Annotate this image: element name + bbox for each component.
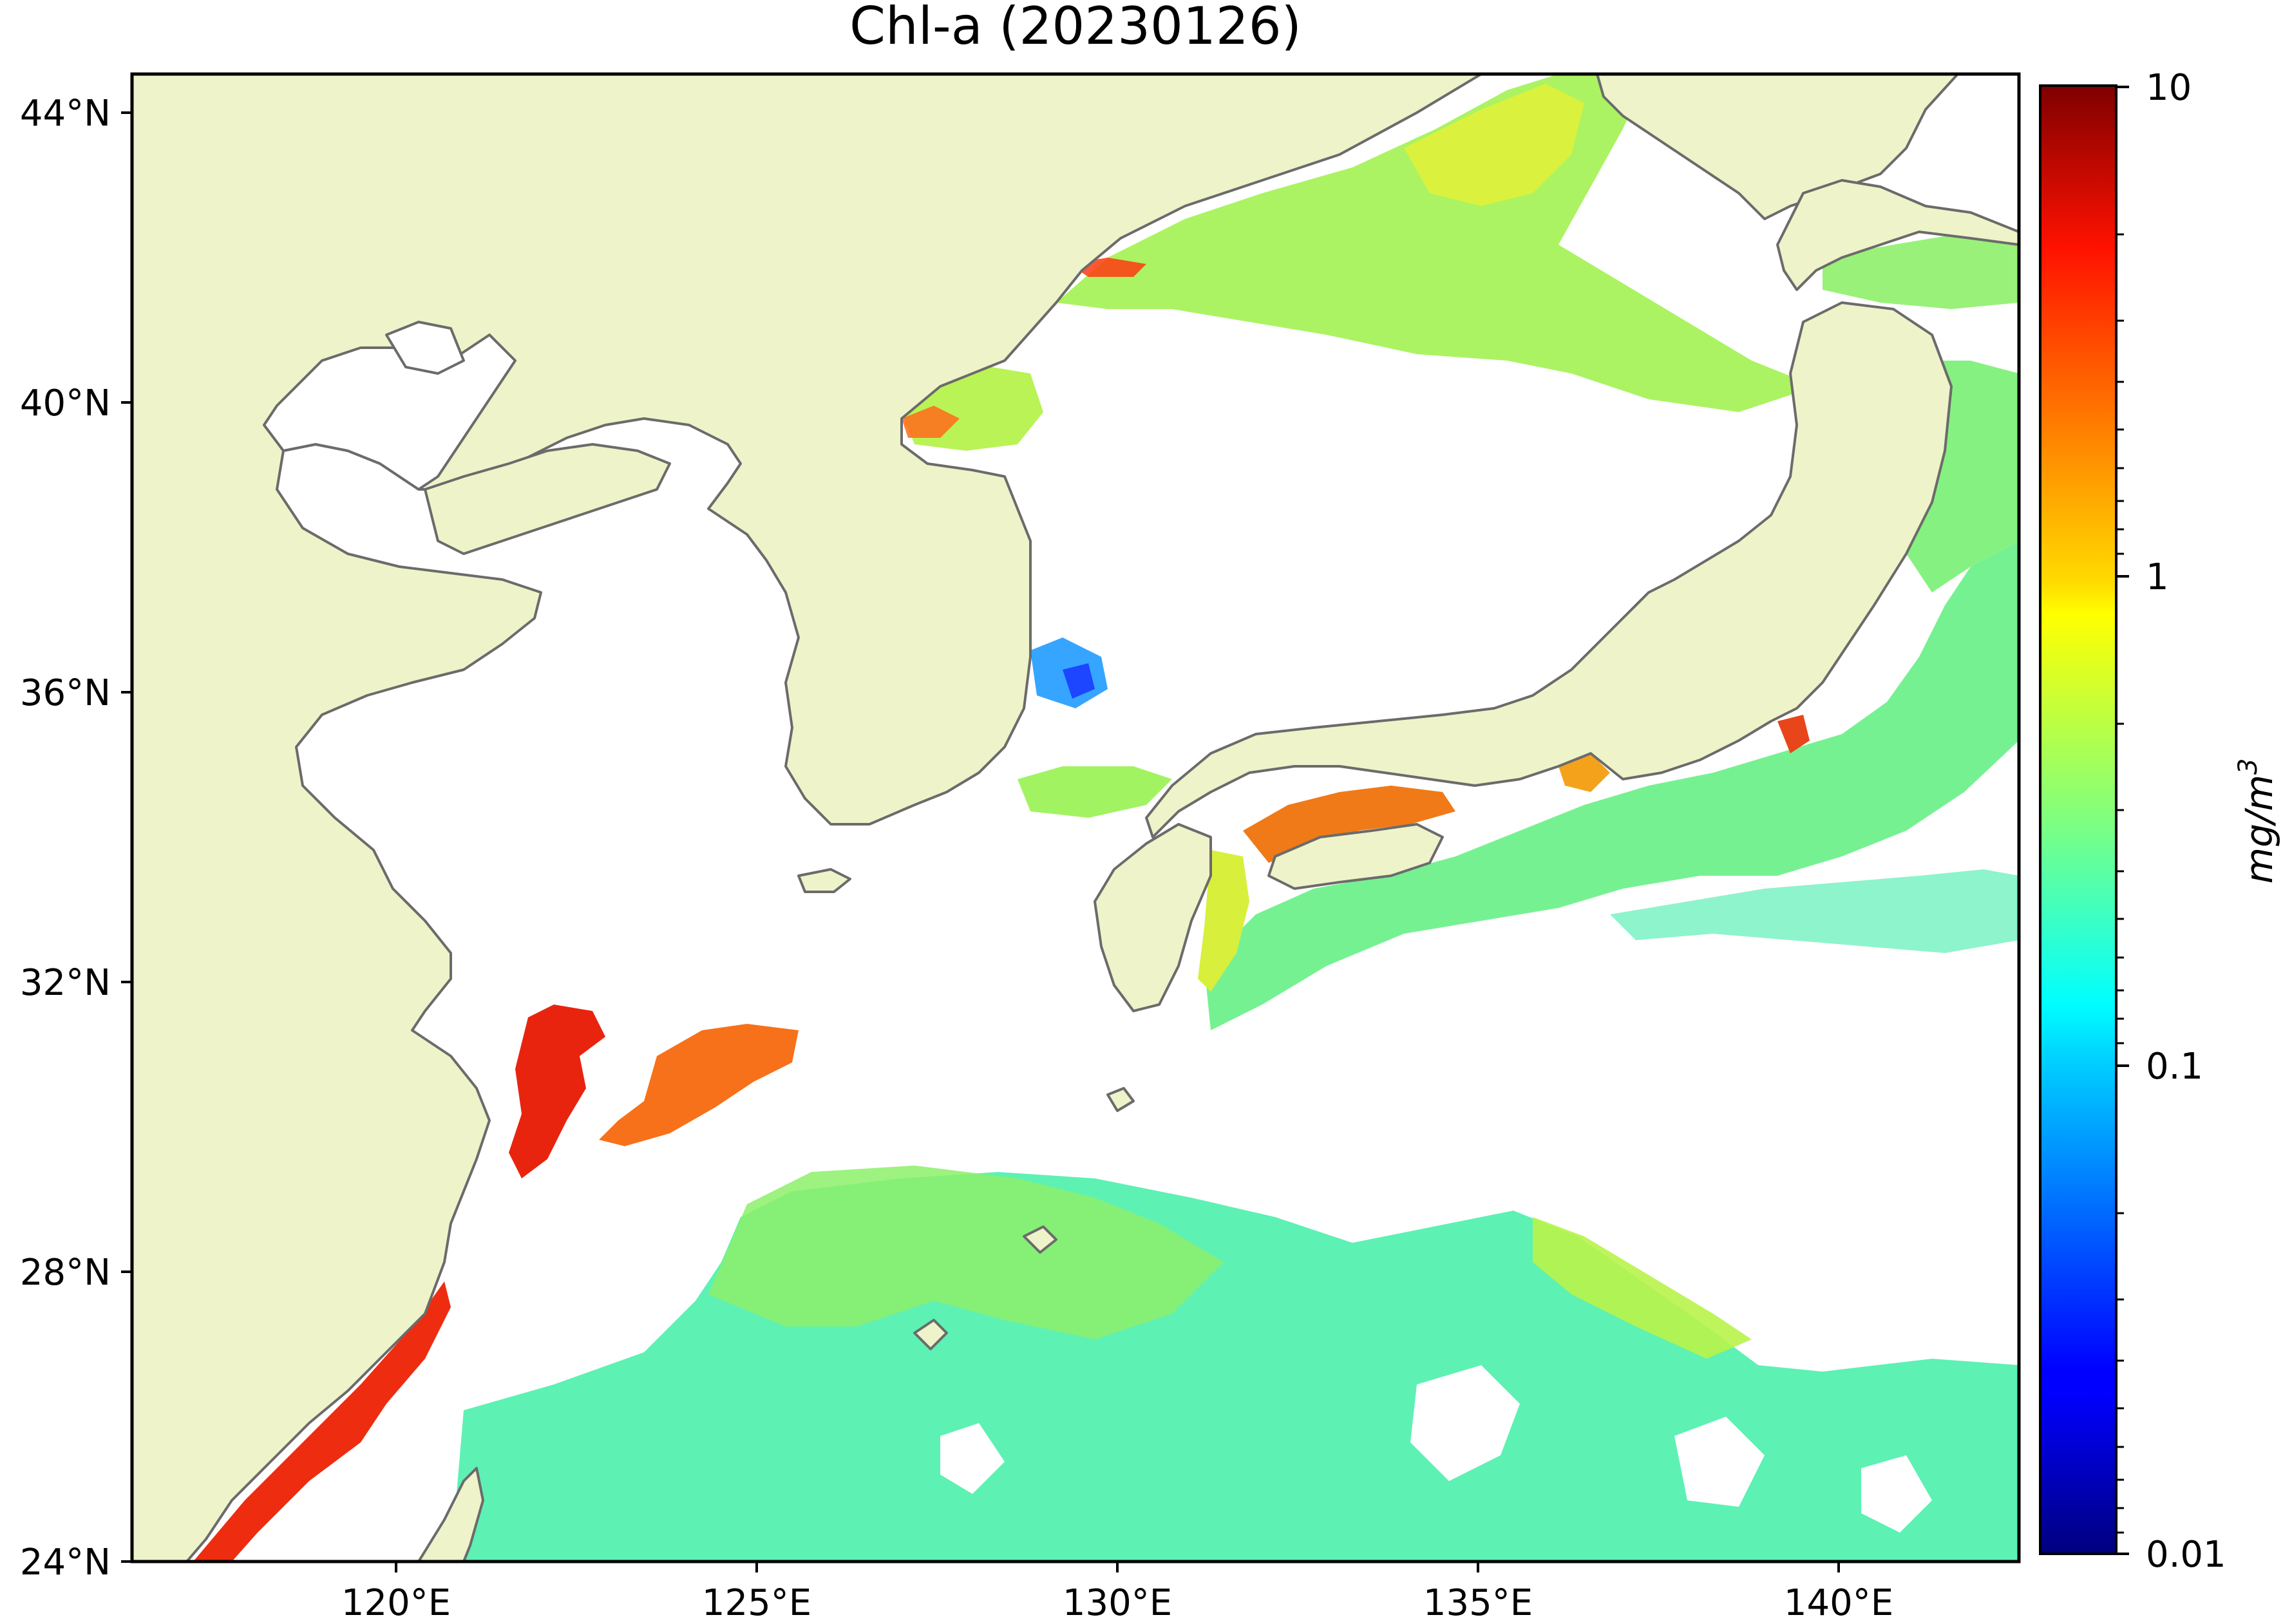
- colorbar-tick-label: 0.1: [2146, 1046, 2203, 1088]
- map-title: Chl-a (20230126): [849, 0, 1302, 56]
- lat-label: 28°N: [20, 1252, 111, 1294]
- colorbar: 10 1 0.1 0.01 mg/m3: [2039, 67, 2281, 1576]
- land-okinawa: [913, 1319, 948, 1350]
- chl-patch-ecs-orange: [599, 1024, 799, 1146]
- land-jeju: [797, 868, 851, 893]
- colorbar-unit-label: mg/m3: [2233, 759, 2281, 884]
- chl-patch-kyushu-yellow: [1198, 850, 1249, 992]
- lat-label: 36°N: [20, 672, 111, 714]
- chl-patch-yangtze-plume: [509, 1005, 605, 1178]
- lon-label: 120°E: [341, 1582, 451, 1624]
- lat-label: 32°N: [20, 962, 111, 1004]
- colorbar-unit-exponent: 3: [2233, 759, 2263, 775]
- cloud-gap-2: [1674, 1417, 1765, 1507]
- land-taiwan: [417, 1467, 484, 1562]
- lon-label: 140°E: [1784, 1582, 1893, 1624]
- cloud-gap-1: [1410, 1365, 1520, 1481]
- colorbar-unit-base: mg/m: [2237, 775, 2281, 883]
- chl-patch-seto-inland: [1243, 786, 1455, 863]
- map-frame: [130, 72, 2021, 1563]
- cloud-gap-3: [940, 1423, 1005, 1494]
- chl-patch-korea-coast-red: [902, 406, 960, 438]
- cloud-gap-4: [1861, 1455, 1932, 1533]
- land-yakushima: [1106, 1087, 1135, 1112]
- land-kyushu: [1094, 823, 1212, 1012]
- chl-patch-east-sea-north: [1056, 74, 1816, 412]
- chl-patch-south-east-yellowgreen: [1533, 1217, 1752, 1359]
- lat-label: 40°N: [20, 382, 111, 424]
- chl-patch-japan-pacific: [1204, 541, 2019, 1030]
- chl-patch-korea-blue-speck: [1063, 663, 1095, 699]
- land-russia-east: [1596, 74, 1959, 220]
- land-shikoku: [1267, 823, 1444, 890]
- chl-patch-hokkaido: [1823, 232, 2019, 309]
- land-amami: [1023, 1225, 1057, 1254]
- colorbar-tick-label: 0.01: [2146, 1534, 2226, 1576]
- chl-patch-osaka-bay: [1558, 753, 1610, 792]
- chl-patch-east-scatter: [1610, 869, 2019, 953]
- chl-patch-tsushima: [1018, 766, 1172, 818]
- map-area: [132, 74, 2019, 1562]
- lat-axis: 44°N 40°N 36°N 32°N 28°N 24°N: [20, 93, 132, 1583]
- chl-patch-south-ocean-green: [708, 1166, 1224, 1339]
- lat-label: 24°N: [20, 1542, 111, 1583]
- lat-label: 44°N: [20, 93, 111, 135]
- lon-label: 130°E: [1063, 1582, 1172, 1624]
- chlorophyll-data-layer: [193, 74, 2019, 1562]
- colorbar-tick-label: 1: [2146, 556, 2169, 598]
- land-honshu: [1145, 301, 1953, 838]
- land-shandong: [424, 443, 671, 555]
- land-hokkaido: [1776, 179, 2019, 291]
- colorbar-tick-label: 10: [2146, 67, 2192, 109]
- lon-axis: 120°E 125°E 130°E 135°E 140°E: [341, 1562, 1893, 1624]
- bohai-sea-north: [385, 321, 465, 375]
- lon-label: 135°E: [1423, 1582, 1533, 1624]
- lon-label: 125°E: [702, 1582, 811, 1624]
- land-layer: [132, 74, 2019, 1562]
- chl-patch-fujian-coast: [193, 1281, 451, 1562]
- colorbar-gradient: [2039, 84, 2117, 1555]
- chl-patch-east-sea-yellow: [1404, 84, 1584, 206]
- chl-patch-tokyo-bay: [1777, 715, 1810, 753]
